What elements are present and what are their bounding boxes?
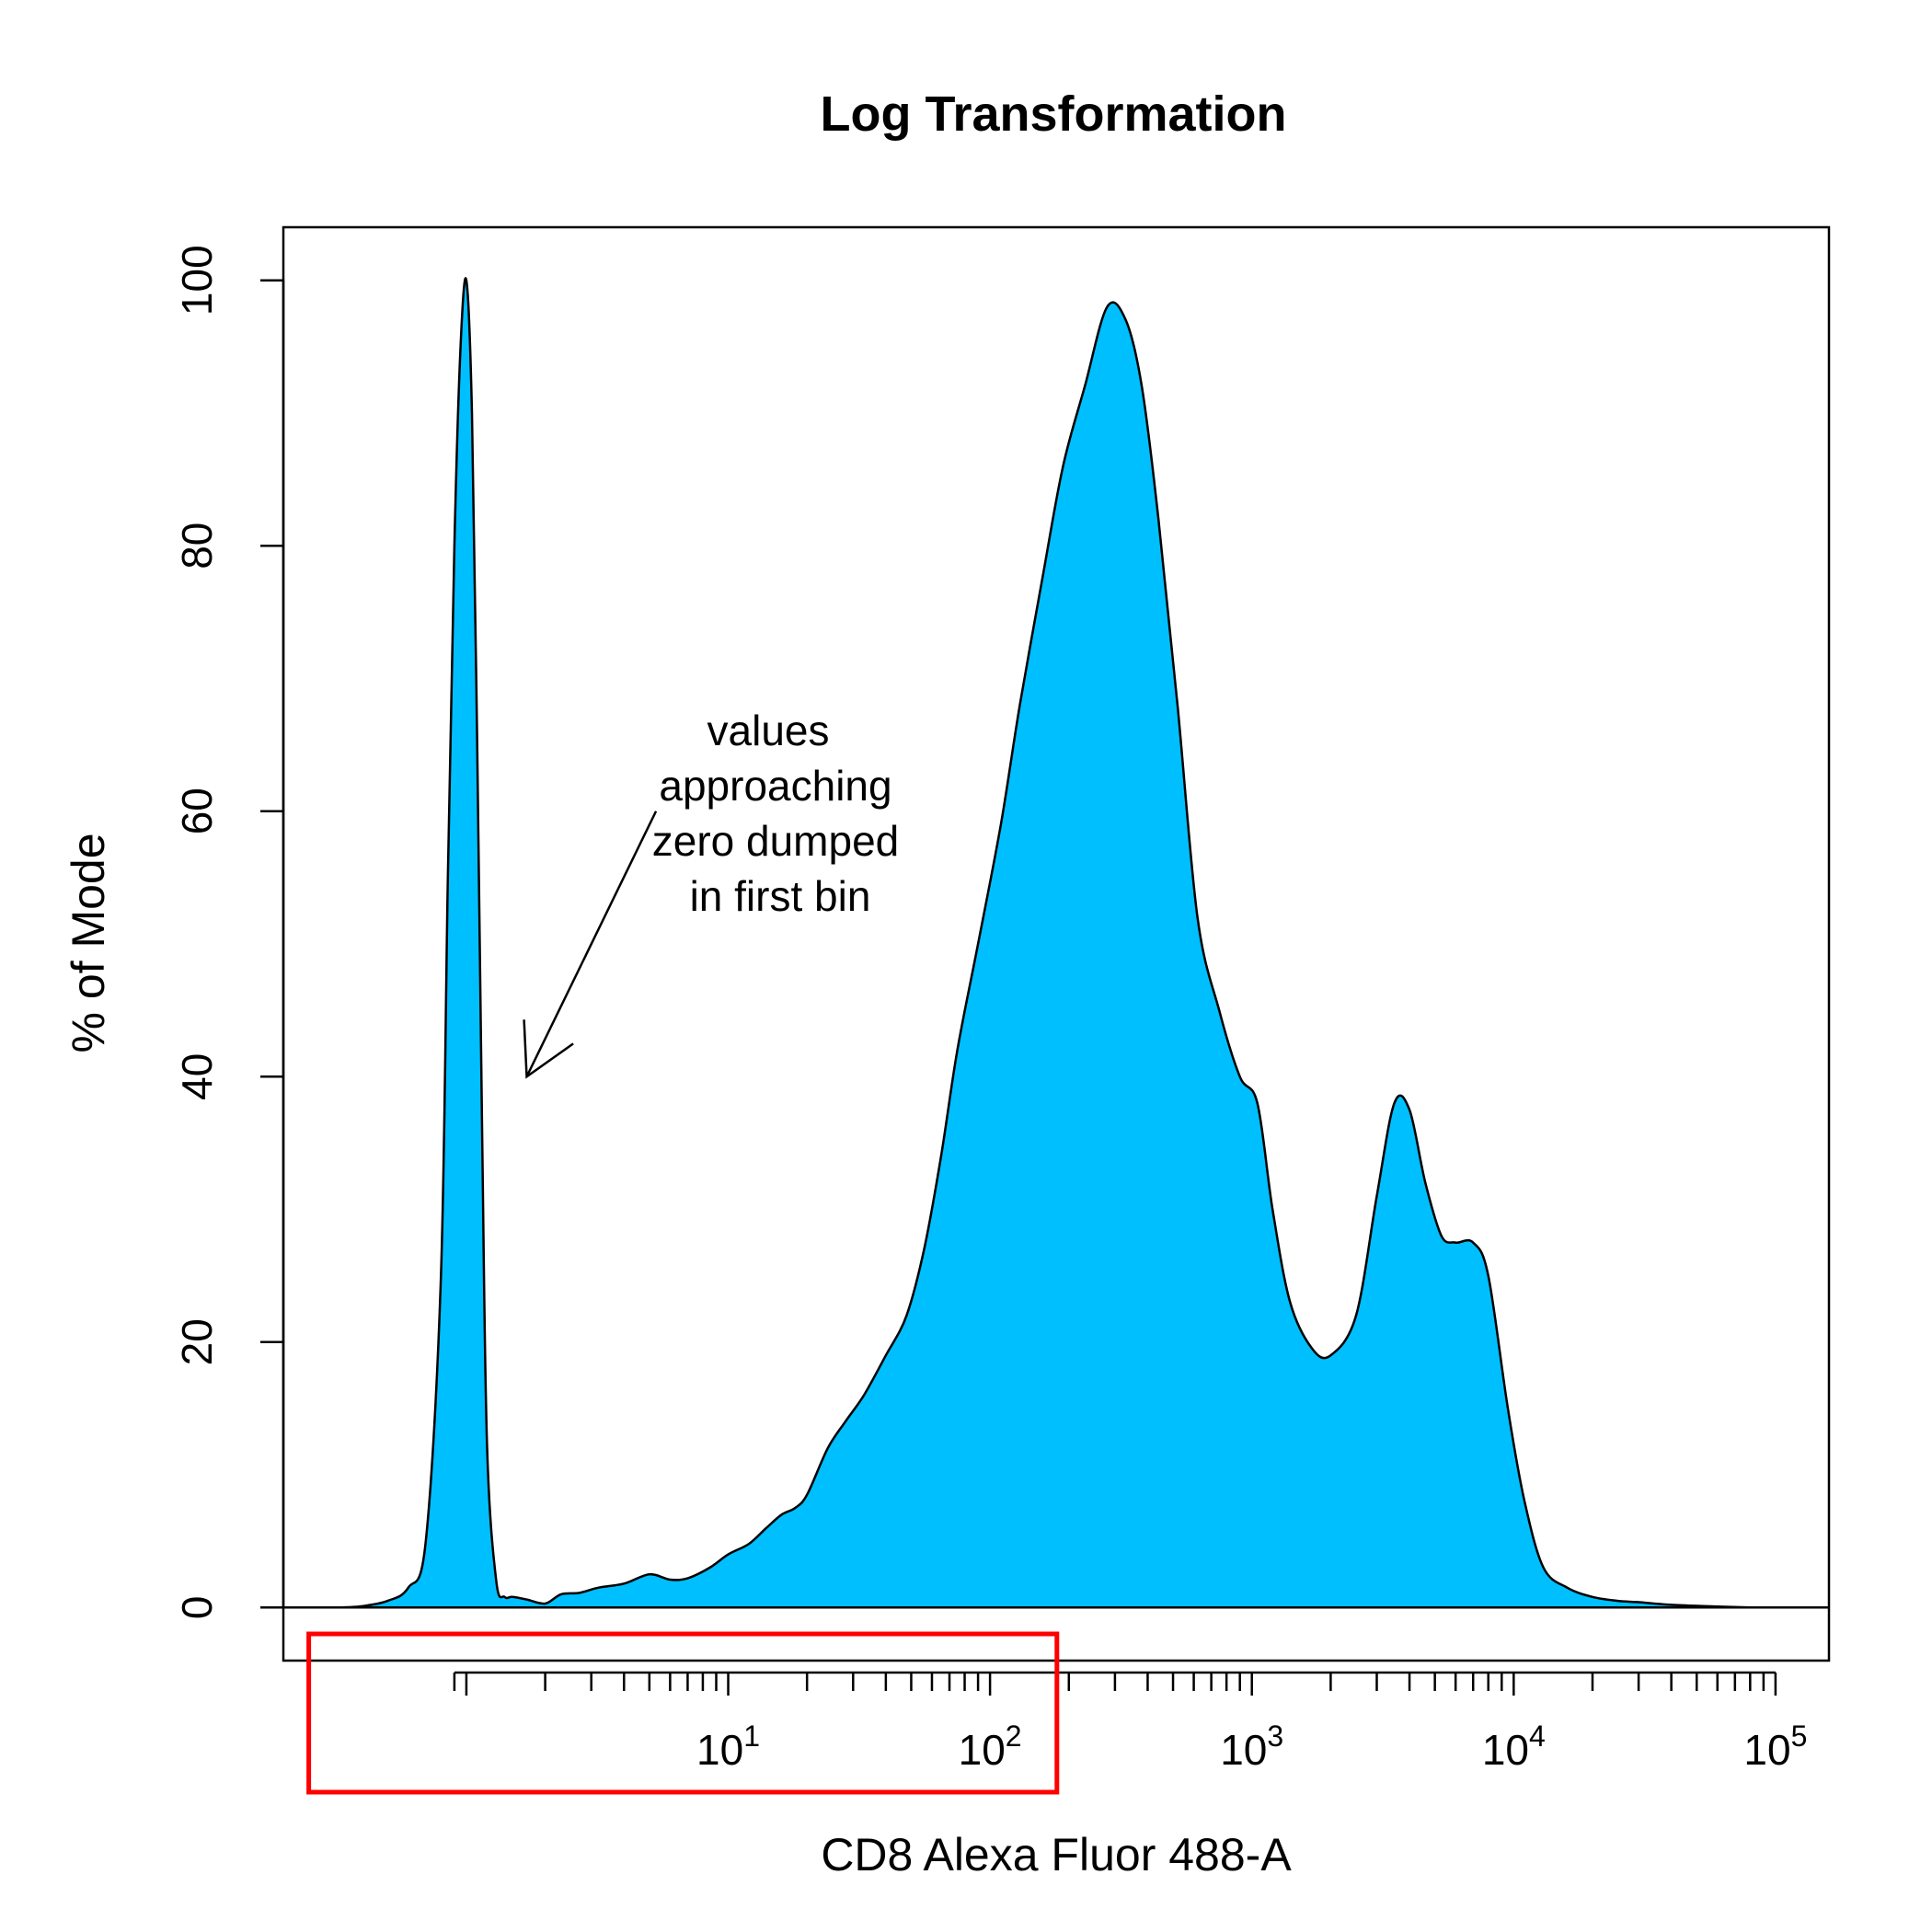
y-tick-label: 60	[173, 788, 221, 834]
annotation-line: in first bin	[690, 872, 871, 920]
x-tick-label: 104	[1482, 1719, 1546, 1774]
y-tick-label: 40	[173, 1053, 221, 1100]
annotation-line: values	[707, 707, 830, 754]
y-tick-label: 100	[173, 245, 221, 316]
annotation-line: zero dumped	[652, 817, 900, 865]
y-tick-label: 20	[173, 1318, 221, 1365]
annotation-line: approaching	[659, 762, 891, 810]
y-axis: 0 20 40 60 80 100	[173, 245, 285, 1620]
annotation-arrow-head	[523, 1019, 574, 1079]
y-tick-label: 80	[173, 523, 221, 569]
x-tick-label: 103	[1220, 1719, 1283, 1774]
x-tick-label: 102	[959, 1719, 1022, 1774]
x-tick-label: 101	[696, 1719, 760, 1774]
x-tick-label: 105	[1743, 1719, 1807, 1774]
y-tick-label: 0	[173, 1596, 221, 1620]
chart-title: Log Transformation	[820, 86, 1286, 142]
y-axis-label: % of Mode	[63, 833, 114, 1052]
x-axis: 101 102 103 104 105	[453, 1671, 1807, 1774]
annotation: values approaching zero dumped in first bin	[523, 707, 900, 1079]
density-area	[339, 277, 1752, 1609]
x-axis-label: CD8 Alexa Fluor 488-A	[821, 1829, 1292, 1880]
highlight-box	[306, 1631, 1060, 1795]
annotation-arrow-shaft	[525, 811, 658, 1077]
